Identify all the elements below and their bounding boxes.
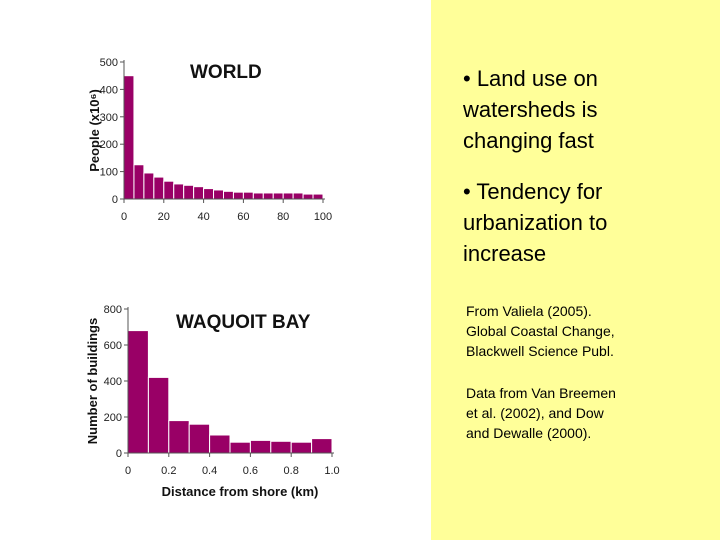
charts-canvas: 0 100 200 300 400 500 0 20 40 60 80 100 WORLD People …	[85, 57, 340, 499]
waquoit-bar-9	[311, 438, 333, 454]
world-x-tick-label: 40	[197, 211, 209, 223]
world-x-tick-label: 80	[277, 211, 289, 223]
waquoit-bar-7	[270, 440, 292, 454]
waquoit-x-axis-label: Distance from shore (km)	[162, 484, 319, 499]
world-bar-7	[193, 186, 205, 200]
world-bar-13	[252, 192, 264, 200]
world-bar-19	[312, 193, 324, 200]
world-bar-18	[302, 193, 314, 200]
world-y-tick-label: 400	[100, 84, 118, 96]
world-bar-8	[203, 188, 215, 200]
world-y-axis-label: People (x10⁶)	[87, 89, 102, 172]
data-source-citation: Data from Van Breemen et al. (2002), and…	[466, 385, 616, 441]
world-bar-16	[282, 192, 294, 200]
waquoit-y-tick-label: 400	[104, 376, 122, 388]
waquoit-bar-1	[147, 376, 170, 454]
waquoit-y-tick-label: 800	[104, 304, 122, 316]
world-bar-3	[153, 176, 165, 200]
waquoit-x-tick-label: 0.6	[243, 465, 258, 477]
world-x-tick-label: 60	[237, 211, 249, 223]
waquoit-bar-5	[229, 441, 251, 454]
waquoit-bar-2	[168, 420, 190, 454]
world-x-tick-label: 100	[314, 211, 332, 223]
world-x-tick-label: 20	[158, 211, 170, 223]
world-chart-title: WORLD	[190, 62, 262, 83]
world-bar-4	[163, 180, 175, 200]
world-bar-10	[223, 190, 234, 200]
world-bar-17	[292, 192, 304, 200]
source-citation: From Valiela (2005). Global Coastal Chan…	[466, 303, 615, 359]
world-bar-15	[272, 192, 284, 200]
world-x-tick-label: 0	[121, 211, 127, 223]
world-y-tick-label: 0	[112, 194, 118, 206]
world-bar-5	[173, 183, 185, 200]
world-y-tick-label: 100	[100, 167, 118, 179]
world-y-tick-label: 300	[100, 112, 118, 124]
world-bar-6	[183, 184, 195, 200]
waquoit-bar-6	[249, 439, 272, 454]
world-bar-9	[213, 189, 225, 200]
waquoit-bar-4	[209, 434, 231, 454]
waquoit-y-tick-label: 200	[104, 412, 122, 424]
waquoit-x-tick-label: 0	[125, 465, 131, 477]
bullet-urbanization: • Tendency for urbanization to increase	[463, 179, 608, 266]
waquoit-bar-8	[290, 441, 313, 454]
waquoit-x-tick-label: 0.4	[202, 465, 217, 477]
waquoit-bar-0	[127, 330, 149, 454]
waquoit-chart-title: WAQUOIT BAY	[176, 312, 311, 333]
waquoit-x-tick-label: 0.8	[284, 465, 299, 477]
world-bar-0	[123, 75, 135, 200]
world-bar-2	[143, 172, 155, 200]
waquoit-y-axis-label: Number of buildings	[85, 318, 100, 444]
waquoit-y-tick-label: 600	[104, 340, 122, 352]
bullet-land-use: • Land use on watersheds is changing fas…	[463, 66, 598, 153]
waquoit-x-tick-label: 0.2	[161, 465, 176, 477]
world-y-tick-label: 500	[100, 57, 118, 69]
world-bar-14	[262, 192, 274, 200]
world-bar-11	[232, 191, 244, 200]
waquoit-y-tick-label: 0	[116, 448, 122, 460]
right-text-panel	[431, 0, 720, 540]
world-bar-12	[242, 191, 254, 200]
world-y-tick-label: 200	[100, 139, 118, 151]
world-bar-1	[133, 164, 145, 200]
waquoit-bar-3	[188, 423, 211, 454]
waquoit-x-tick-label: 1.0	[324, 465, 339, 477]
